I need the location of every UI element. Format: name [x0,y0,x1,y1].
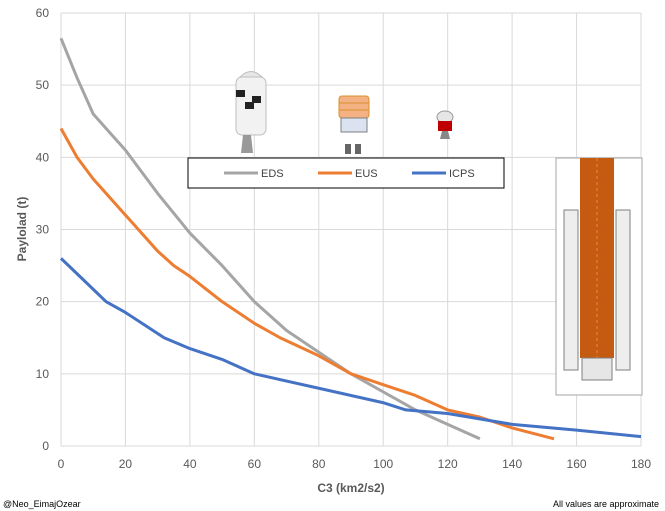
y-tick-label: 40 [36,150,50,164]
x-tick-label: 40 [183,457,197,471]
tick-labels: 0 10 20 30 40 50 60 0 20 40 60 80 100 120 140 160 180 [36,6,652,471]
x-tick-label: 20 [119,457,133,471]
legend: EDS EUS ICPS [187,157,505,189]
x-tick-label: 60 [248,457,262,471]
series-line-eds [59,37,481,441]
series-line-icps [59,257,642,439]
data-lines [59,37,642,441]
sls-rocket-icon [555,157,643,396]
x-axis-title: C3 (km2/s2) [317,481,384,495]
x-tick-label: 100 [373,457,393,471]
y-tick-label: 10 [36,367,50,381]
x-tick-label: 180 [631,457,651,471]
approximation-note: All values are approximate [552,499,659,509]
y-tick-label: 30 [36,223,50,237]
eds-rocket-icon [235,71,267,153]
legend-label-icps: ICPS [449,168,475,180]
x-tick-label: 0 [58,457,65,471]
y-tick-label: 20 [36,295,50,309]
legend-label-eds: EDS [261,168,284,180]
y-tick-label: 50 [36,78,50,92]
y-tick-label: 60 [36,6,50,20]
y-tick-label: 0 [42,439,49,453]
eus-rocket-icon [338,95,370,154]
legend-label-eus: EUS [355,168,378,180]
x-tick-label: 80 [312,457,326,471]
x-tick-label: 120 [438,457,458,471]
author-credit: @Neo_EimajOzear [3,499,81,509]
x-tick-label: 140 [502,457,522,471]
series-line-eus [59,127,555,441]
x-tick-label: 160 [567,457,587,471]
grid [60,12,642,447]
icps-rocket-icon [436,110,454,139]
y-axis-title: Paylolad (t) [15,197,29,262]
